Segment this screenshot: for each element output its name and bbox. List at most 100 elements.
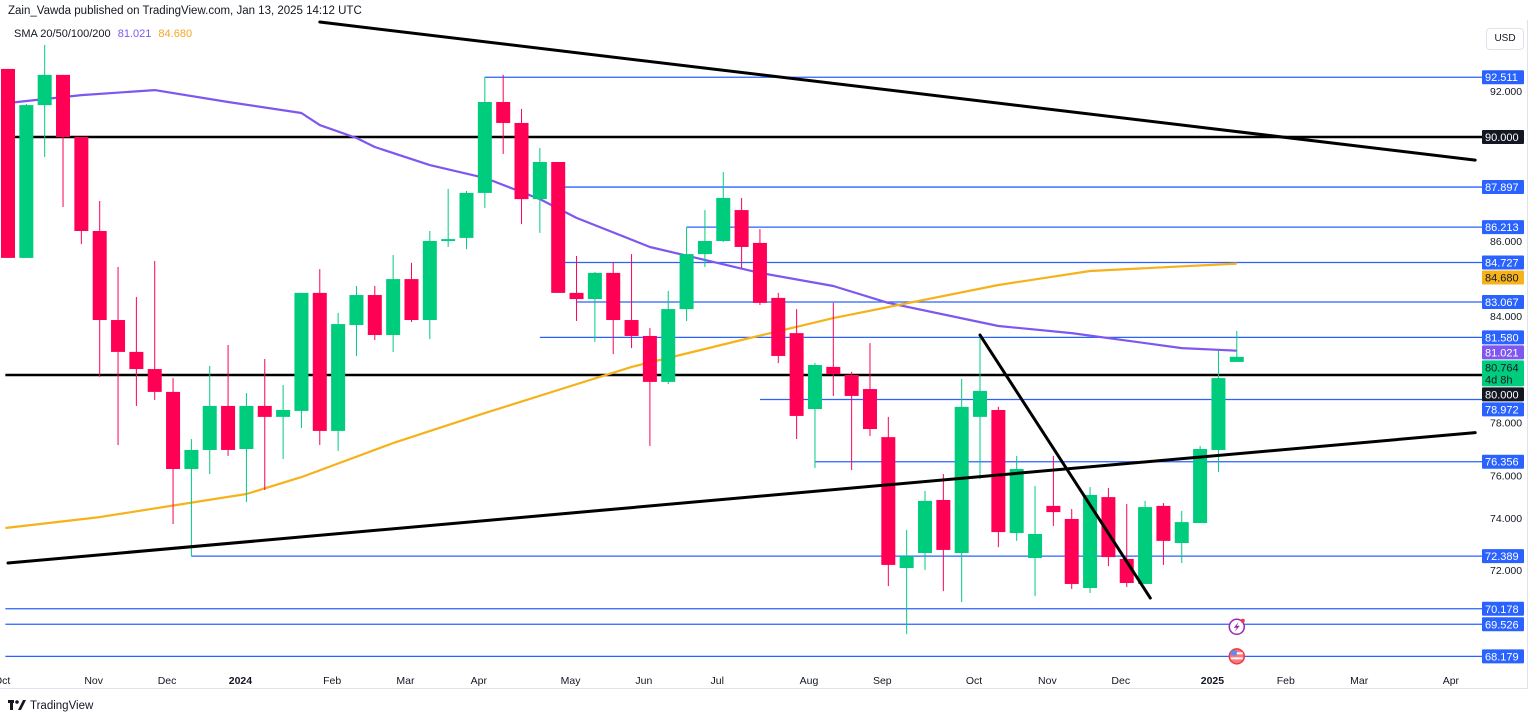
trend-line-1[interactable] [318,20,1477,162]
time-tick-label: 2024 [229,675,253,687]
candle [1064,508,1079,589]
candle-body [973,390,988,417]
level-price-tag-text: 92.511 [1485,72,1518,84]
level-price-tag-text: 84.727 [1485,257,1519,269]
level-price-tag-bg [1482,601,1524,616]
candle-body [661,309,676,382]
candle-body [331,324,346,431]
candle [1138,500,1153,584]
time-tick-label: Sep [873,675,892,687]
candle-body [294,292,309,411]
level-price-tag-text: 86.213 [1485,222,1519,234]
time-axis[interactable]: Oct Nov Dec 2024 Feb Mar Apr May Jun Jul Aug Sep Oct… [0,675,1460,687]
candle-body [734,210,749,247]
candle [1229,330,1244,362]
level-price-tag: 80.000 [1482,387,1524,402]
us-flag-icon[interactable] [1228,648,1246,665]
time-tick-label: Mar [396,675,415,687]
candle [991,406,1006,548]
trend-line-3[interactable] [978,333,1152,600]
level-price-tag-text: 87.897 [1485,182,1519,194]
candle-body [899,556,914,569]
candle-body [1193,449,1208,524]
candle [367,285,382,341]
candle-body [1101,497,1116,558]
legend-value-sma-orange: 84.680 [158,28,193,40]
candle-body [826,366,841,375]
candle-body [1138,507,1153,584]
chart-panel[interactable] [0,20,1528,689]
trend-lines [6,20,1477,600]
candle-body [514,122,529,200]
candle-body [1064,518,1079,584]
time-tick-label: Mar [1350,675,1369,687]
candle [477,77,492,208]
level-price-tag-bg [1482,220,1524,235]
trend-line-2[interactable] [6,431,1477,565]
lightning-event-icon[interactable] [1228,618,1246,636]
candle-body [881,437,896,565]
time-tick-label: Nov [84,675,103,687]
candle [331,312,346,451]
candle [441,188,456,247]
time-tick-label: Feb [1277,675,1295,687]
candle-body [1174,522,1189,544]
candle [624,254,639,349]
time-tick-label: Nov [1038,675,1057,687]
candle [147,260,162,400]
candle [789,309,804,440]
candle-body [276,409,291,417]
level-price-tag-text: 80.000 [1485,389,1519,401]
candle-body [19,105,34,258]
candle-body [312,292,327,431]
time-tick-label: Dec [158,675,177,687]
tradingview-logo[interactable]: TradingView [8,699,93,713]
candle-body [37,74,52,106]
price-axis[interactable]: 92.000 86.000 84.000 78.000 76.000 74.000 72.0… [1490,86,1522,577]
time-tick-label: Feb [323,675,341,687]
candle [239,393,254,503]
level-price-tag-bg [1482,70,1524,85]
candle-body [1009,469,1024,534]
level-price-tag: 72.389 [1482,549,1524,564]
currency-button[interactable]: USD [1486,28,1524,50]
candle [129,296,144,406]
candle [496,74,511,154]
level-price-tag: 84.727 [1482,255,1524,270]
candle-body [92,231,107,321]
candle [422,231,437,340]
candle-body [954,406,969,554]
legend-indicator-name: SMA 20/50/100/200 [14,28,111,40]
indicator-price-tag: 84.680 [1482,270,1524,285]
candle [184,439,199,557]
level-price-tag-bg [1482,180,1524,195]
candle-body [1083,494,1098,589]
candle-body [477,102,492,193]
candle [459,191,474,250]
notification-dot [1240,618,1245,623]
candle-body [74,137,89,232]
candle-body [367,295,382,336]
indicator-legend[interactable]: SMA 20/50/100/200 81.021 84.680 [8,26,199,42]
candle [661,290,676,385]
candle-body [147,369,162,392]
indicator-price-tag-bg [1482,270,1524,285]
candle-body [679,254,694,310]
candle [202,365,217,475]
level-price-tag-bg [1482,387,1524,402]
event-markers[interactable] [1228,618,1246,665]
level-price-tag: 70.178 [1482,601,1524,616]
price-tags: 92.511 90.000 87.897 86.213 84.727 84.680 83.0… [1482,70,1524,664]
sma-line-2 [5,262,1237,530]
candle-body [918,500,932,554]
candle [111,266,126,445]
level-price-tag-bg [1482,255,1524,270]
candle [92,201,107,377]
indicator-price-tag-bg [1482,345,1524,360]
candle-body [349,295,364,326]
candle [551,161,566,293]
candle-body [1211,378,1226,450]
level-price-tag: 69.526 [1482,617,1524,632]
